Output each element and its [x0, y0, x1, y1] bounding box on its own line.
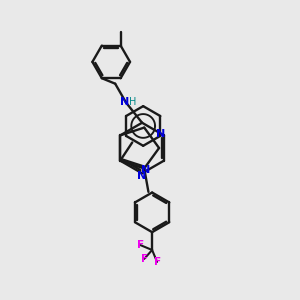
Text: N: N: [156, 129, 166, 140]
Text: F: F: [154, 257, 160, 267]
Text: N: N: [137, 171, 147, 181]
Text: F: F: [141, 254, 148, 264]
Text: N: N: [120, 97, 130, 107]
Text: F: F: [137, 240, 144, 250]
Text: N: N: [141, 165, 150, 175]
Text: H: H: [129, 97, 136, 107]
